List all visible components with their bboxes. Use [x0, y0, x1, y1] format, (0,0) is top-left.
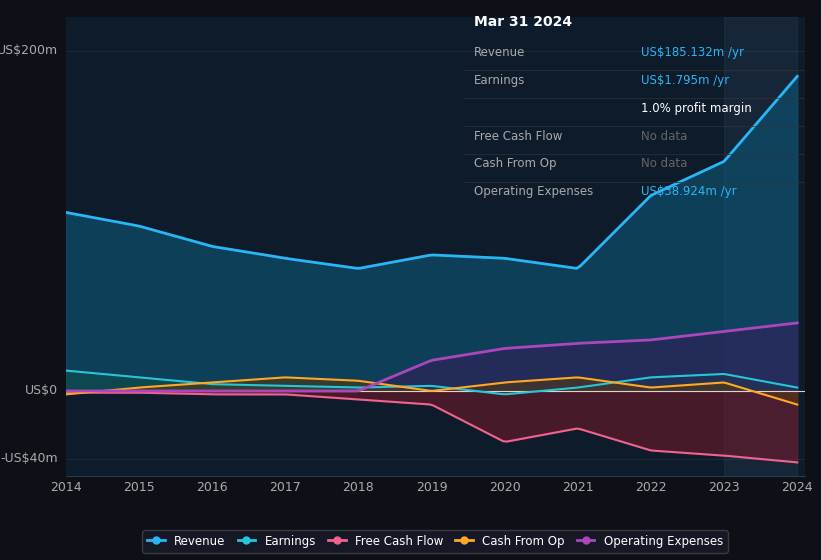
Bar — [724, 17, 797, 476]
Text: Cash From Op: Cash From Op — [474, 157, 557, 170]
Text: US$1.795m /yr: US$1.795m /yr — [641, 73, 729, 87]
Legend: Revenue, Earnings, Free Cash Flow, Cash From Op, Operating Expenses: Revenue, Earnings, Free Cash Flow, Cash … — [143, 530, 727, 553]
Text: US$38.924m /yr: US$38.924m /yr — [641, 185, 736, 198]
Text: 1.0% profit margin: 1.0% profit margin — [641, 101, 752, 115]
Text: Free Cash Flow: Free Cash Flow — [474, 129, 562, 142]
Text: No data: No data — [641, 129, 687, 142]
Text: Earnings: Earnings — [474, 73, 525, 87]
Text: Operating Expenses: Operating Expenses — [474, 185, 594, 198]
Text: Revenue: Revenue — [474, 45, 525, 59]
Text: US$200m: US$200m — [0, 44, 58, 57]
Text: US$185.132m /yr: US$185.132m /yr — [641, 45, 744, 59]
Text: -US$40m: -US$40m — [1, 452, 58, 465]
Text: US$0: US$0 — [25, 385, 58, 398]
Text: Mar 31 2024: Mar 31 2024 — [474, 15, 572, 29]
Text: No data: No data — [641, 157, 687, 170]
